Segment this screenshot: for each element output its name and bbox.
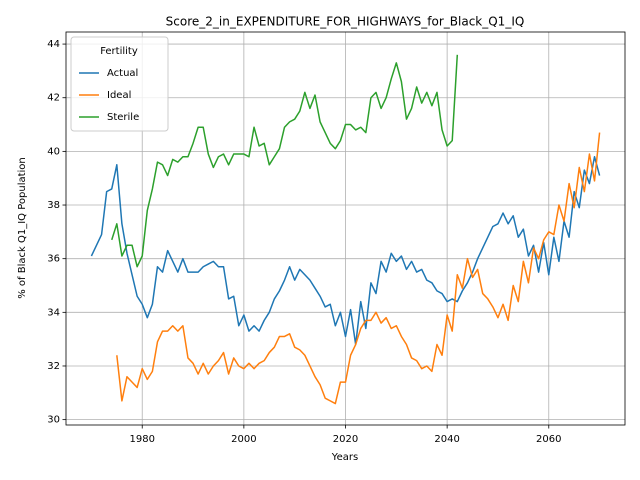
x-tick-label: 1980 bbox=[130, 434, 155, 445]
legend-box bbox=[70, 36, 169, 132]
y-tick-label: 30 bbox=[47, 415, 60, 426]
data-line bbox=[90, 155, 601, 346]
legend-title: Fertility bbox=[100, 46, 138, 57]
plot-frame bbox=[65, 31, 626, 426]
y-tick-label: 42 bbox=[47, 93, 60, 104]
x-tick-label: 2020 bbox=[333, 434, 358, 445]
legend-label: Actual bbox=[107, 68, 138, 79]
y-tick-label: 44 bbox=[47, 39, 60, 50]
y-tick-label: 40 bbox=[47, 146, 60, 157]
chart-title: Score_2_in_EXPENDITURE_FOR_HIGHWAYS_for_… bbox=[166, 15, 525, 29]
x-tick-label: 2040 bbox=[434, 434, 459, 445]
legend-label: Ideal bbox=[107, 90, 131, 101]
y-axis-label: % of Black Q1_IQ Population bbox=[17, 157, 28, 299]
x-tick-label: 2000 bbox=[231, 434, 256, 445]
x-axis-label: Years bbox=[331, 452, 358, 463]
legend-label: Sterile bbox=[107, 112, 139, 123]
data-line bbox=[116, 132, 601, 405]
y-tick-label: 32 bbox=[47, 361, 60, 372]
y-tick-label: 38 bbox=[47, 200, 60, 211]
y-tick-label: 34 bbox=[47, 307, 60, 318]
x-tick-label: 2060 bbox=[536, 434, 561, 445]
y-tick-label: 36 bbox=[47, 254, 60, 265]
legend: Fertility Actual Ideal Sterile bbox=[70, 36, 169, 132]
data-line bbox=[111, 54, 459, 268]
